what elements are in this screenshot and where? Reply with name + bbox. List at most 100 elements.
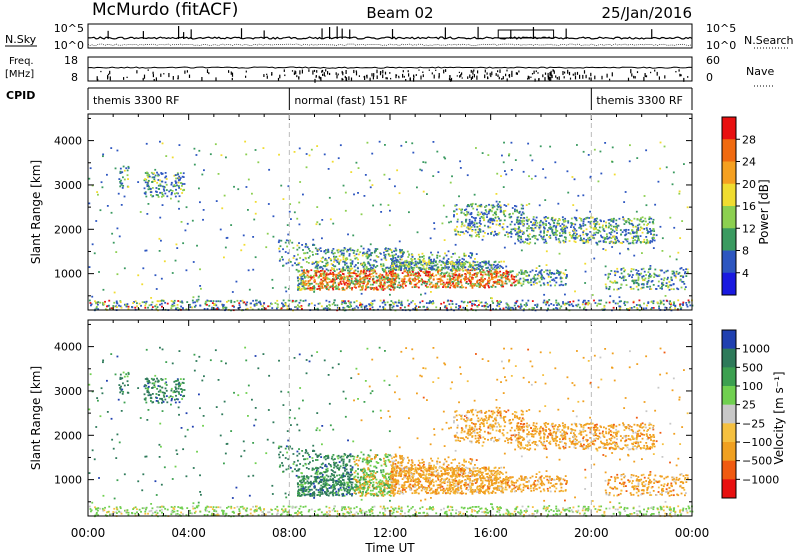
nave-dot xyxy=(373,73,374,77)
power-pixel xyxy=(630,288,632,290)
power-pixel xyxy=(651,301,653,303)
power-pixel xyxy=(336,269,338,271)
power-pixel xyxy=(556,277,558,279)
power-pixel xyxy=(316,223,318,225)
power-pixel xyxy=(533,276,535,278)
power-pixel xyxy=(540,236,542,238)
power-pixel xyxy=(127,178,129,180)
power-pixel xyxy=(481,302,483,304)
power-pixel xyxy=(644,195,646,197)
power-pixel xyxy=(581,239,583,241)
power-pixel xyxy=(651,307,653,309)
power-pixel xyxy=(460,209,462,211)
power-pixel xyxy=(157,306,159,308)
power-pixel xyxy=(350,265,352,267)
power-pixel xyxy=(535,175,537,177)
power-pixel xyxy=(685,268,687,270)
nave-dot xyxy=(423,74,424,77)
power-pixel xyxy=(668,286,670,288)
power-pixel xyxy=(195,305,197,307)
power-pixel xyxy=(443,258,445,260)
power-pixel xyxy=(561,227,563,229)
power-pixel xyxy=(198,299,200,301)
power-pixel xyxy=(503,228,505,230)
power-pixel xyxy=(472,208,474,210)
power-pixel xyxy=(673,288,675,290)
nave-dot xyxy=(537,72,538,73)
power-pixel xyxy=(472,283,474,285)
power-pixel xyxy=(679,237,681,239)
nave-dot xyxy=(387,77,388,79)
nave-dot xyxy=(377,75,378,79)
power-pixel xyxy=(273,215,275,217)
power-pixel xyxy=(515,302,517,304)
power-pixel xyxy=(370,259,372,261)
power-pixel xyxy=(310,287,312,289)
power-pixel xyxy=(312,254,314,256)
nave-dot xyxy=(279,75,280,79)
power-pixel xyxy=(572,305,574,307)
power-pixel xyxy=(488,204,490,206)
power-pixel xyxy=(450,307,452,309)
power-pixel xyxy=(112,305,114,307)
power-pixel xyxy=(645,236,647,238)
power-pixel xyxy=(615,228,617,230)
power-pixel xyxy=(549,228,551,230)
power-pixel xyxy=(588,217,590,219)
power-pixel xyxy=(571,237,573,239)
power-pixel xyxy=(347,249,349,251)
power-pixel xyxy=(380,266,382,268)
power-pixel xyxy=(395,269,397,271)
power-pixel xyxy=(420,294,422,296)
power-pixel xyxy=(216,308,218,310)
power-pixel xyxy=(456,263,458,265)
power-pixel xyxy=(629,223,631,225)
power-pixel xyxy=(363,279,365,281)
power-pixel xyxy=(476,226,478,228)
power-pixel xyxy=(584,282,586,284)
power-pixel xyxy=(534,243,536,245)
power-pixel xyxy=(419,256,421,258)
power-pixel xyxy=(619,296,621,298)
power-pixel xyxy=(478,214,480,216)
power-pixel xyxy=(433,279,435,281)
power-pixel xyxy=(465,209,467,211)
power-pixel xyxy=(516,210,518,212)
power-pixel xyxy=(192,300,194,302)
power-pixel xyxy=(444,284,446,286)
power-pixel xyxy=(190,306,192,308)
power-pixel xyxy=(658,181,660,183)
power-pixel xyxy=(521,208,523,210)
power-pixel xyxy=(399,192,401,194)
power-pixel xyxy=(415,275,417,277)
nave-dot xyxy=(496,73,497,76)
power-pixel xyxy=(645,149,647,151)
power-pixel xyxy=(345,282,347,284)
power-pixel xyxy=(384,144,386,146)
nave-dot xyxy=(385,72,386,75)
power-pixel xyxy=(635,269,637,271)
power-pixel xyxy=(539,281,541,283)
power-pixel xyxy=(498,276,500,278)
power-pixel xyxy=(408,303,410,305)
nave-dot xyxy=(487,77,488,79)
power-pixel xyxy=(664,277,666,279)
power-pixel xyxy=(593,258,595,260)
power-pixel xyxy=(394,301,396,303)
power-pixel xyxy=(553,222,555,224)
power-pixel xyxy=(117,273,119,275)
power-pixel xyxy=(371,273,373,275)
power-pixel xyxy=(488,211,490,213)
power-pixel xyxy=(201,174,203,176)
power-pixel xyxy=(677,288,679,290)
power-pixel xyxy=(564,226,566,228)
power-pixel xyxy=(343,258,345,260)
power-pixel xyxy=(528,203,530,205)
power-pixel xyxy=(279,251,281,253)
power-pixel xyxy=(356,253,358,255)
power-pixel xyxy=(402,272,404,274)
power-pixel xyxy=(238,302,240,304)
power-pixel xyxy=(395,277,397,279)
power-pixel xyxy=(312,239,314,241)
